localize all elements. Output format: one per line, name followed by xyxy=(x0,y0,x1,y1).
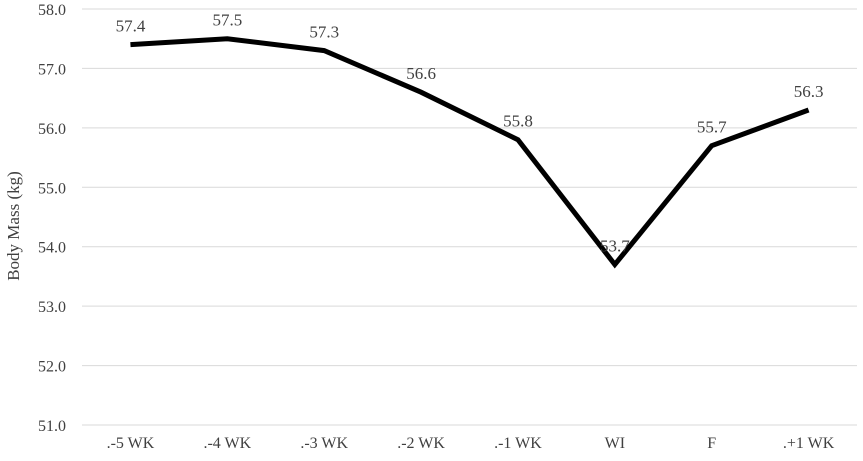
data-labels: 57.4 57.5 57.3 56.6 55.8 53.7 55.7 56.3 xyxy=(116,11,824,256)
x-axis-ticks: .-5 WK .-4 WK .-3 WK .-2 WK .-1 WK WI F .+1 WK xyxy=(107,435,835,452)
data-label: 53.7 xyxy=(600,237,630,256)
y-tick-label: 52.0 xyxy=(38,359,66,376)
y-tick-label: 55.0 xyxy=(38,180,66,197)
series-line-group xyxy=(130,39,808,265)
series-line xyxy=(130,39,808,265)
x-tick-label: .-5 WK xyxy=(107,435,155,452)
y-axis-ticks: 51.0 52.0 53.0 54.0 55.0 56.0 57.0 58.0 xyxy=(38,2,66,435)
y-tick-label: 58.0 xyxy=(38,2,66,19)
y-tick-label: 54.0 xyxy=(38,240,66,257)
data-label: 56.6 xyxy=(406,64,436,83)
x-tick-label: .+1 WK xyxy=(783,435,835,452)
y-tick-label: 56.0 xyxy=(38,121,66,138)
data-label: 57.4 xyxy=(116,17,146,36)
data-label: 55.7 xyxy=(697,118,727,137)
gridlines xyxy=(82,9,857,425)
data-label: 57.3 xyxy=(309,23,339,42)
x-tick-label: .-1 WK xyxy=(494,435,542,452)
x-tick-label: .-4 WK xyxy=(203,435,251,452)
x-tick-label: .-3 WK xyxy=(300,435,348,452)
y-tick-label: 57.0 xyxy=(38,61,66,78)
data-label: 56.3 xyxy=(794,82,824,101)
data-label: 55.8 xyxy=(503,112,533,131)
y-axis-title: Body Mass (kg) xyxy=(4,171,23,281)
x-tick-label: F xyxy=(707,435,716,452)
x-tick-label: WI xyxy=(605,435,625,452)
x-tick-label: .-2 WK xyxy=(397,435,445,452)
data-label: 57.5 xyxy=(212,11,242,30)
y-tick-label: 53.0 xyxy=(38,299,66,316)
y-tick-label: 51.0 xyxy=(38,418,66,435)
